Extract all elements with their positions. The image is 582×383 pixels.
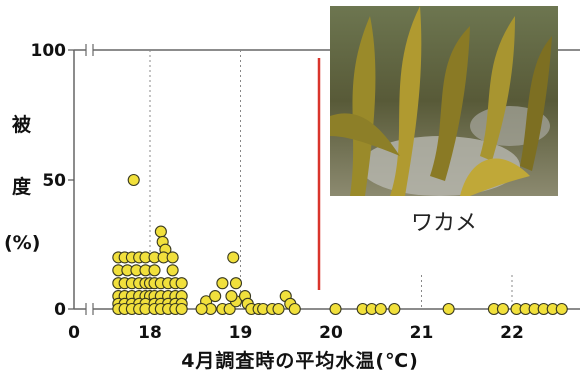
data-point — [227, 251, 240, 264]
data-point — [195, 302, 208, 316]
x-tick-label-19: 19 — [229, 323, 253, 343]
y-axis-label-char-1: 被 — [12, 114, 32, 136]
x-tick-label-18: 18 — [138, 323, 162, 343]
data-point — [175, 302, 188, 316]
y-tick-label-100: 100 — [31, 41, 67, 61]
data-point — [288, 302, 301, 316]
y-tick-label-0: 0 — [54, 300, 66, 320]
x-axis-label: 4月調査時の平均水温(℃) — [181, 350, 419, 372]
x-tick-label-22: 22 — [500, 323, 524, 343]
data-point — [374, 302, 387, 316]
data-point — [555, 302, 568, 316]
x-tick-label-0: 0 — [68, 323, 80, 343]
x-tick-label-20: 20 — [319, 323, 343, 343]
data-point — [166, 264, 179, 277]
data-point — [329, 302, 342, 316]
data-point — [229, 277, 243, 290]
photo-caption: ワカメ — [410, 211, 477, 236]
x-tick-label-21: 21 — [410, 323, 434, 343]
data-point — [225, 290, 238, 303]
y-tick-label-50: 50 — [42, 171, 66, 191]
seaweed-photo-illustration — [330, 6, 558, 196]
data-point — [166, 251, 179, 264]
y-axis-label-char-3: (%) — [4, 232, 41, 254]
data-point — [216, 277, 229, 290]
data-point — [175, 277, 188, 290]
y-axis-label-char-2: 度 — [12, 176, 32, 198]
data-point — [127, 173, 140, 187]
data-point — [223, 302, 236, 316]
data-point — [272, 302, 285, 316]
wakame-photo — [330, 6, 558, 196]
data-point — [209, 290, 222, 303]
data-point — [148, 264, 161, 277]
top-axis-break-gap — [86, 44, 93, 56]
data-point — [388, 302, 401, 316]
x-axis-break-gap — [86, 303, 93, 315]
data-point — [154, 225, 167, 238]
data-point — [496, 302, 510, 316]
data-point — [442, 302, 455, 316]
